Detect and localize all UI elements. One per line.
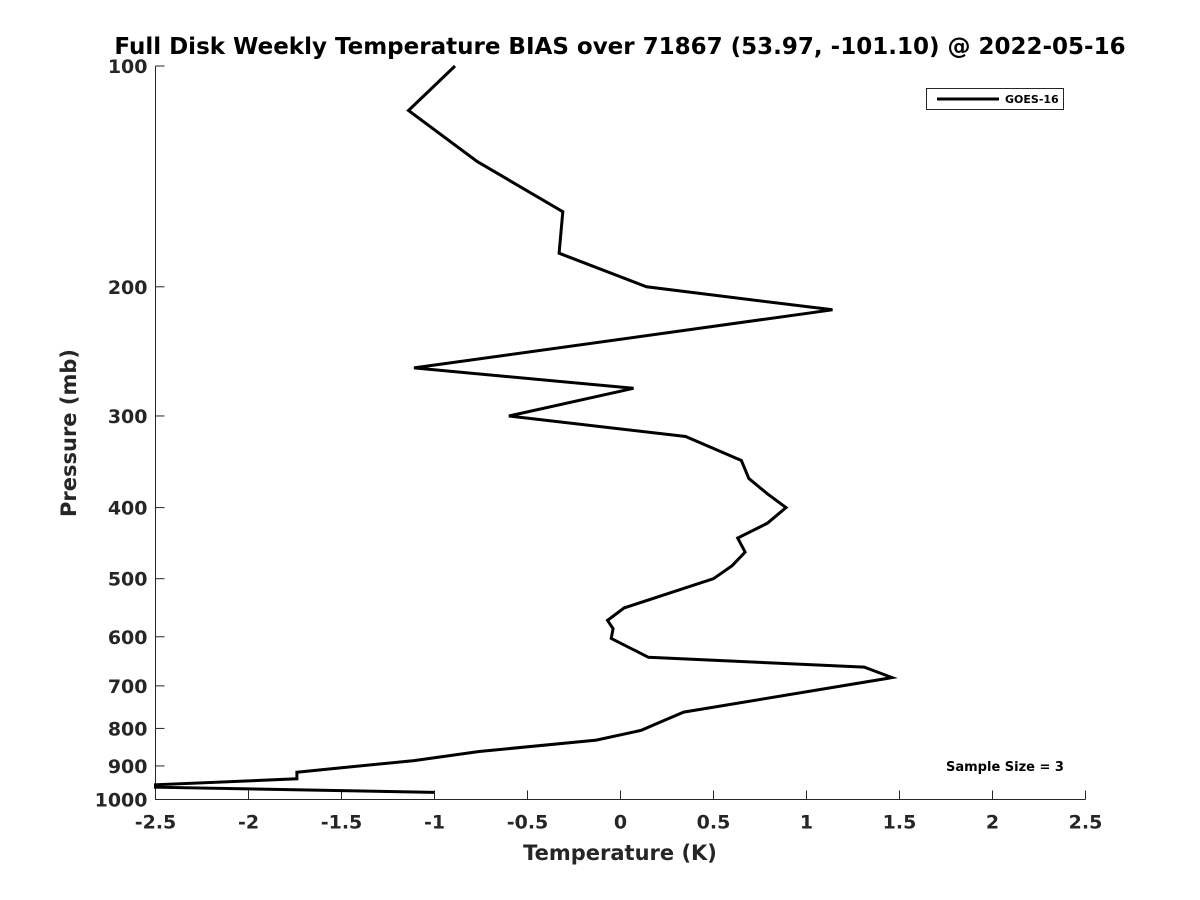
- x-tick-label: 0: [614, 812, 627, 834]
- y-tick-label: 800: [108, 718, 148, 740]
- x-tick-label: -1.5: [321, 812, 363, 834]
- chart-title: Full Disk Weekly Temperature BIAS over 7…: [114, 34, 1125, 60]
- y-tick-label: 300: [108, 406, 148, 428]
- x-tick-label: -0.5: [507, 812, 549, 834]
- y-tick-label: 200: [108, 277, 148, 299]
- y-axis-label: Pressure (mb): [57, 349, 81, 517]
- x-tick-label: -1: [424, 812, 445, 834]
- series-layer: [154, 64, 898, 794]
- x-tick-label: 1: [800, 812, 813, 834]
- x-axis-ticks: -2.5 -2 -1.5 -1 -0.5 0 0.5 1 1.5 2 2.5: [135, 790, 1103, 834]
- x-tick-label: -2.5: [135, 812, 177, 834]
- legend-entry-goes-16: GOES-16: [1005, 93, 1059, 106]
- y-tick-label: 500: [108, 569, 148, 591]
- sample-size-annotation: Sample Size = 3: [946, 760, 1064, 775]
- x-axis-label: Temperature (K): [523, 841, 717, 865]
- y-tick-label: 700: [108, 676, 148, 698]
- legend: GOES-16: [926, 88, 1064, 110]
- x-tick-label: 1.5: [883, 812, 917, 834]
- y-tick-label: 1000: [95, 790, 148, 812]
- y-tick-label: 100: [108, 56, 148, 78]
- x-tick-label: -2: [238, 812, 259, 834]
- y-tick-label: 400: [108, 498, 148, 520]
- series-line-goes-16: [154, 64, 898, 794]
- x-tick-label: 2: [986, 812, 999, 834]
- y-axis-ticks: 100 200 300 400 500 600 700 800 900 1000: [95, 56, 165, 812]
- x-tick-label: 0.5: [697, 812, 731, 834]
- y-tick-label: 600: [108, 627, 148, 649]
- y-tick-label: 900: [108, 756, 148, 778]
- x-tick-label: 2.5: [1069, 812, 1103, 834]
